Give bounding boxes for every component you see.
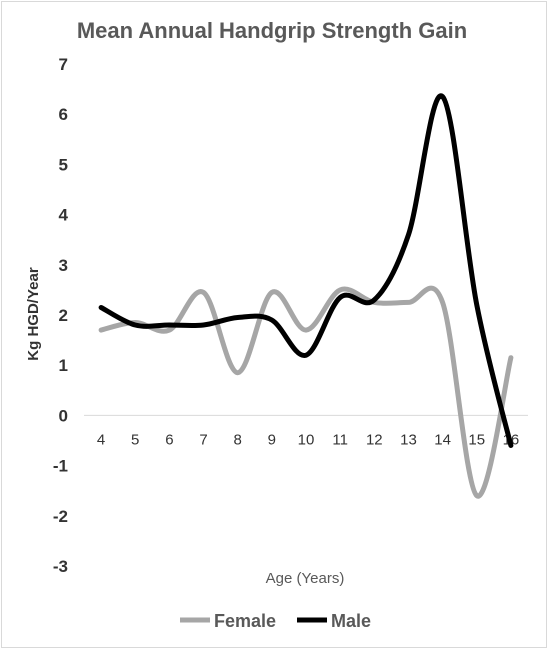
x-tick-label: 11 [332,431,348,448]
x-tick-label: 15 [468,431,485,448]
x-tick-label: 13 [400,431,417,448]
y-tick-label: 2 [59,306,68,325]
series-lines [98,93,514,499]
y-tick-label: 4 [59,206,69,225]
x-tick-label: 4 [97,431,105,448]
y-tick-label: -3 [53,557,68,576]
y-tick-label: -2 [53,507,68,526]
y-tick-label: 6 [59,105,68,124]
legend-label-female: Female [214,611,276,631]
chart-title: Mean Annual Handgrip Strength Gain [77,18,467,43]
y-axis-ticks: -3 -2 -1 0 1 2 3 4 5 6 7 [53,55,69,576]
legend-label-male: Male [331,611,371,631]
x-tick-label: 8 [234,431,242,448]
y-tick-label: 1 [59,356,68,375]
x-tick-label: 10 [298,431,315,448]
x-tick-label: 5 [131,431,139,448]
series-line-female [98,285,514,499]
x-axis-ticks: 4 5 6 7 8 9 10 11 12 13 14 15 16 [97,431,519,448]
y-tick-label: 5 [59,155,68,174]
y-tick-label: 7 [59,55,68,74]
x-tick-label: 14 [434,431,451,448]
x-tick-label: 7 [199,431,207,448]
y-tick-label: -1 [53,457,68,476]
y-tick-label: 3 [59,256,68,275]
legend: Female Male [180,611,371,631]
x-tick-label: 9 [268,431,276,448]
x-tick-label: 6 [165,431,173,448]
x-axis-label: Age (Years) [266,570,345,587]
x-tick-label: 12 [366,431,383,448]
y-axis-label: Kg HGD/Year [25,267,42,361]
y-tick-label: 0 [59,406,68,425]
series-line-male [98,93,514,448]
